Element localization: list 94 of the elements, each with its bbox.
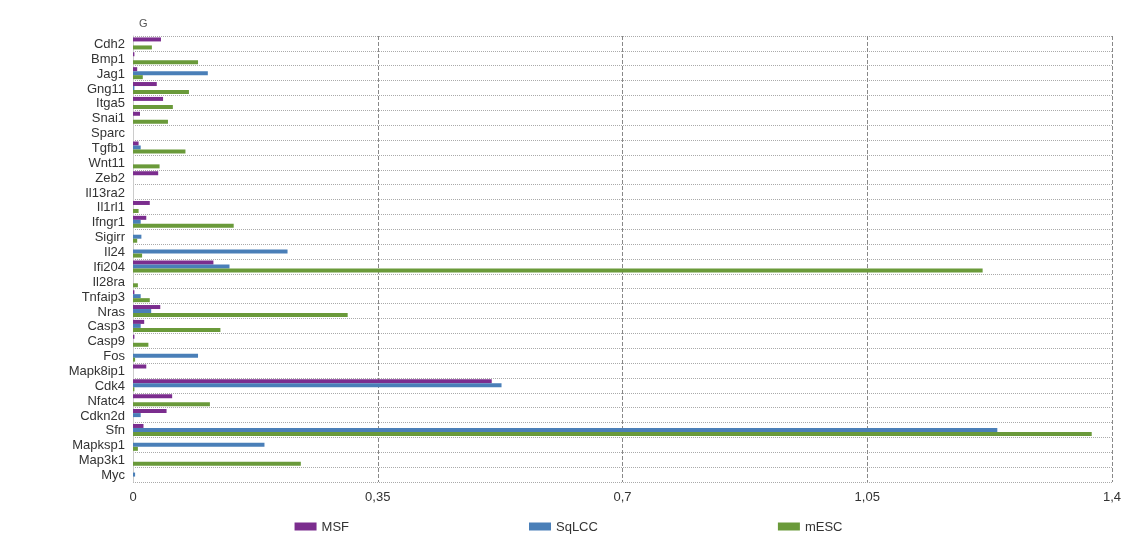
bar bbox=[133, 71, 208, 76]
bar bbox=[133, 223, 234, 228]
bar bbox=[133, 319, 145, 324]
bar bbox=[133, 431, 1092, 436]
bar bbox=[133, 357, 136, 362]
bar bbox=[133, 264, 230, 269]
bar bbox=[133, 442, 265, 447]
bar bbox=[133, 394, 173, 399]
bar bbox=[133, 90, 189, 95]
bar bbox=[133, 67, 138, 72]
bar bbox=[133, 402, 210, 407]
y-tick-label: Sigirr bbox=[94, 229, 126, 245]
y-tick-label: Tnfaip3 bbox=[81, 288, 125, 304]
bar bbox=[133, 342, 149, 347]
y-tick-label: Il13ra2 bbox=[85, 184, 125, 200]
bar bbox=[133, 164, 160, 169]
bar bbox=[133, 323, 141, 328]
bar bbox=[133, 268, 983, 273]
y-tick-label: Bmp1 bbox=[91, 50, 125, 66]
bar bbox=[133, 219, 141, 224]
bar bbox=[133, 249, 288, 254]
bar bbox=[133, 413, 141, 418]
y-tick-label: Casp3 bbox=[87, 318, 125, 334]
x-tick-label: 1,05 bbox=[854, 489, 880, 504]
y-tick-label: Snai1 bbox=[91, 110, 125, 126]
y-tick-label: Nras bbox=[97, 303, 126, 319]
y-tick-label: Fos bbox=[103, 348, 126, 364]
bar bbox=[133, 260, 214, 265]
y-tick-label: Il24 bbox=[104, 244, 125, 260]
bar bbox=[133, 427, 998, 432]
bar bbox=[133, 383, 502, 388]
y-tick-label: Tgfb1 bbox=[91, 140, 125, 155]
y-tick-label: Sparc bbox=[91, 125, 126, 141]
bar bbox=[133, 208, 139, 213]
y-tick-label: Zeb2 bbox=[95, 169, 125, 185]
bar bbox=[133, 238, 138, 243]
bar bbox=[133, 379, 492, 384]
x-tick-label: 1,4 bbox=[1102, 489, 1122, 504]
y-tick-label: Mapk8ip1 bbox=[68, 363, 125, 378]
bar bbox=[133, 141, 139, 146]
bar bbox=[133, 82, 157, 87]
y-tick-label: Nfatc4 bbox=[87, 392, 125, 408]
bar bbox=[133, 149, 186, 154]
y-tick-label: Ifi204 bbox=[93, 258, 125, 274]
bar bbox=[133, 294, 141, 299]
legend-label: mESC bbox=[804, 519, 843, 534]
y-tick-label: Myc bbox=[101, 467, 126, 483]
bar bbox=[133, 353, 199, 358]
bar bbox=[133, 305, 161, 310]
y-tick-label: Cdkn2d bbox=[80, 407, 125, 423]
bar bbox=[133, 145, 141, 150]
y-tick-label: Cdh2 bbox=[93, 35, 125, 51]
bar bbox=[133, 327, 221, 332]
legend-label: SqLCC bbox=[555, 519, 598, 534]
y-tick-label: Mapksp1 bbox=[72, 437, 125, 453]
y-tick-label: Ifngr1 bbox=[91, 214, 125, 230]
bar bbox=[133, 75, 143, 80]
bar bbox=[133, 313, 348, 318]
bar bbox=[133, 96, 164, 101]
bar bbox=[133, 446, 138, 451]
y-tick-label: Casp9 bbox=[87, 333, 125, 349]
y-tick-label: Map3k1 bbox=[78, 452, 125, 468]
y-tick-label: Jag1 bbox=[96, 65, 125, 81]
y-tick-label: Gng11 bbox=[86, 80, 125, 96]
bar bbox=[133, 234, 142, 239]
bar bbox=[133, 60, 199, 65]
y-tick-label: Il1rl1 bbox=[96, 199, 125, 215]
bar bbox=[133, 104, 173, 109]
legend-label: MSF bbox=[321, 519, 350, 534]
y-tick-label: Sfn bbox=[105, 422, 125, 438]
bar bbox=[133, 253, 143, 258]
bar bbox=[133, 364, 147, 369]
bar bbox=[133, 309, 152, 314]
bar bbox=[133, 45, 152, 50]
y-tick-label: Cdk4 bbox=[94, 377, 125, 393]
y-tick-label: Itga5 bbox=[96, 95, 125, 111]
chart-title: G bbox=[139, 16, 148, 29]
bar bbox=[133, 119, 168, 124]
x-tick-label: 0,35 bbox=[365, 489, 391, 504]
x-tick-label: 0,7 bbox=[613, 489, 632, 504]
bar bbox=[133, 111, 140, 116]
x-tick-label: 0 bbox=[129, 489, 137, 504]
bar bbox=[133, 215, 147, 220]
bar bbox=[133, 171, 159, 176]
bar bbox=[133, 409, 167, 414]
bar bbox=[133, 472, 136, 477]
bar bbox=[133, 423, 144, 428]
y-tick-label: Wnt11 bbox=[88, 154, 125, 170]
bar bbox=[133, 37, 161, 42]
bar bbox=[133, 461, 301, 466]
bar bbox=[133, 298, 150, 303]
bar bbox=[133, 200, 150, 205]
bar bbox=[133, 283, 138, 288]
y-tick-label: Il28ra bbox=[92, 273, 126, 289]
